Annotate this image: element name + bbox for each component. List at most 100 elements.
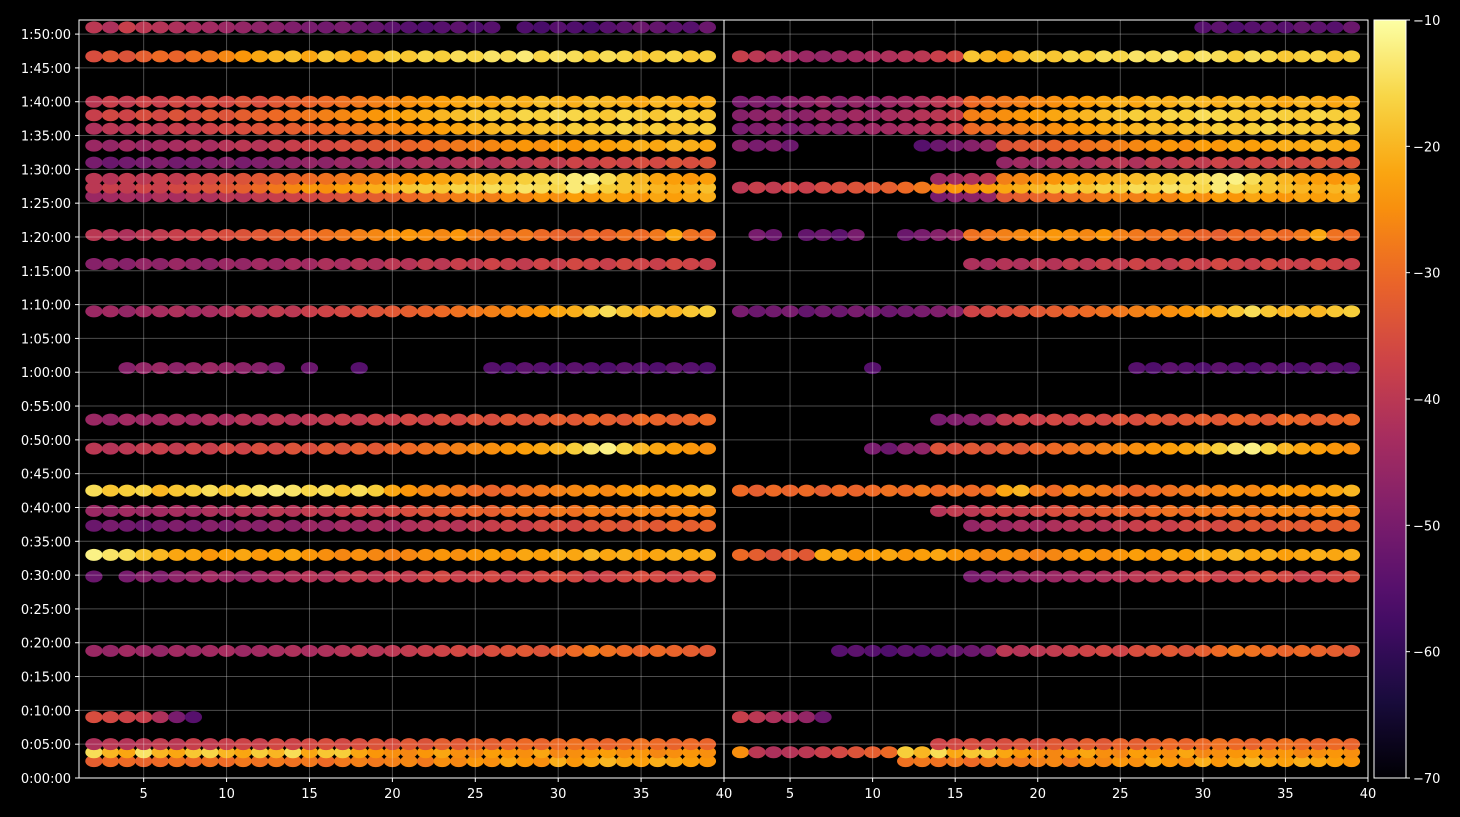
heat-cell: [433, 190, 451, 203]
heat-cell: [516, 181, 534, 194]
heat-cell: [599, 570, 617, 583]
heat-cell: [549, 413, 567, 426]
heat-cell: [1095, 442, 1113, 455]
heat-cell: [1210, 644, 1228, 657]
heat-cell: [267, 644, 285, 657]
heat-cell: [814, 484, 832, 497]
heat-cell: [433, 181, 451, 194]
heat-cell: [979, 644, 997, 657]
heat-cell: [963, 258, 981, 271]
heat-cell: [1095, 755, 1113, 768]
heat-cell: [251, 738, 269, 751]
heat-cell: [217, 305, 236, 318]
heat-cell: [450, 156, 468, 169]
heat-cell: [1095, 548, 1113, 561]
heat-cell: [1128, 738, 1146, 751]
heat-cell: [1326, 50, 1344, 63]
panel-frame: [723, 19, 1369, 779]
heat-cell: [267, 190, 285, 203]
heat-cell: [433, 504, 451, 517]
heat-cell: [698, 258, 717, 271]
heat-cell: [1095, 484, 1113, 497]
heat-cell: [1045, 139, 1063, 152]
heat-cell: [118, 644, 136, 657]
heat-cell: [217, 139, 236, 152]
y-tick-label: 0:25:00: [21, 603, 71, 618]
heat-cell: [1111, 181, 1129, 194]
heat-cell: [930, 228, 948, 241]
heat-cell: [1095, 413, 1113, 426]
x-tick-label: 35: [1277, 787, 1294, 802]
heat-cell: [599, 484, 617, 497]
heat-cell: [334, 50, 352, 63]
heat-cell: [930, 190, 948, 203]
heat-cell: [1045, 519, 1063, 532]
heat-cell: [549, 362, 567, 375]
heat-cell: [599, 21, 617, 34]
heat-cell: [433, 548, 451, 561]
heat-cell: [367, 484, 385, 497]
heat-cell: [731, 746, 750, 759]
heat-cell: [615, 362, 634, 375]
heat-cell: [698, 21, 717, 34]
heat-cell: [151, 644, 169, 657]
heat-cell: [532, 21, 551, 34]
heat-cell: [1029, 156, 1047, 169]
heat-cell: [1293, 755, 1311, 768]
heat-cell: [1276, 519, 1295, 532]
heat-cell: [151, 190, 169, 203]
heat-cell: [516, 50, 534, 63]
heat-cell: [649, 570, 667, 583]
heat-cell: [234, 519, 252, 532]
heat-cell: [1111, 258, 1129, 271]
heat-cell: [864, 644, 882, 657]
heat-cell: [383, 258, 402, 271]
heat-cell: [1243, 122, 1261, 135]
heat-cell: [217, 228, 236, 241]
heat-cell: [1045, 228, 1063, 241]
heat-cell: [1111, 570, 1129, 583]
heat-cell: [400, 519, 418, 532]
heat-cell: [665, 21, 683, 34]
heat-cell: [1210, 570, 1228, 583]
heat-cell: [1227, 156, 1245, 169]
heat-cell: [300, 755, 319, 768]
heat-cell: [433, 122, 451, 135]
heat-cell: [632, 484, 650, 497]
heat-cell: [665, 504, 683, 517]
heat-cell: [1177, 190, 1195, 203]
heat-cell: [566, 109, 584, 122]
heat-cell: [85, 95, 103, 108]
heat-cell: [632, 362, 650, 375]
heat-cell: [367, 305, 385, 318]
heat-cell: [1062, 190, 1080, 203]
heat-cell: [383, 305, 402, 318]
heat-cell: [1161, 484, 1179, 497]
heat-cell: [101, 644, 120, 657]
heat-cell: [499, 484, 518, 497]
heat-cell: [400, 644, 418, 657]
heat-cell: [979, 548, 997, 561]
heat-cell: [582, 413, 600, 426]
heat-cell: [1342, 109, 1361, 122]
heat-cell: [499, 95, 518, 108]
heat-cell: [267, 362, 285, 375]
heat-cell: [151, 362, 169, 375]
heat-cell: [946, 122, 964, 135]
heat-cell: [1326, 172, 1344, 185]
heat-cell: [649, 109, 667, 122]
heat-cell: [234, 548, 252, 561]
heat-cell: [101, 755, 120, 768]
heat-cell: [1276, 258, 1295, 271]
heat-cell: [433, 228, 451, 241]
heat-cell: [682, 156, 700, 169]
heat-cell: [1227, 519, 1245, 532]
heat-cell: [1177, 258, 1195, 271]
heat-cell: [251, 570, 269, 583]
heat-cell: [516, 442, 534, 455]
heat-cell: [400, 738, 418, 751]
heat-cell: [118, 504, 136, 517]
heat-cell: [864, 484, 882, 497]
heat-cell: [1062, 305, 1080, 318]
heat-cell: [1326, 519, 1344, 532]
